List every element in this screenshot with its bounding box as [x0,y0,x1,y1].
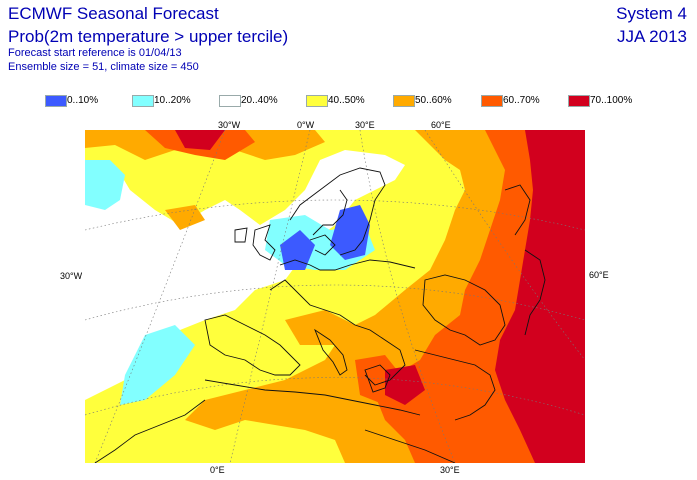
legend-swatch [568,95,590,107]
legend-label: 40..50% [328,95,365,106]
probability-legend: 0..10% 10..20% 20..40% 40..50% 50..60% 6… [0,95,697,111]
lon-label-top-30w: 30°W [218,120,241,130]
prob-region-orange [285,310,355,345]
lon-label-top-30e: 30°E [355,120,375,130]
season-label: JJA 2013 [617,27,687,46]
lon-label-bottom-30e: 30°E [440,465,460,475]
prob-region-cyan [85,160,125,210]
prob-region-dark-red [175,130,225,150]
prob-region-orange [165,205,205,230]
lon-label-top-0w: 0°W [297,120,315,130]
prob-region-blue [280,230,315,270]
legend-label: 20..40% [241,95,278,106]
forecast-map [85,130,585,463]
legend-label: 0..10% [67,95,99,106]
prob-region-cyan [120,325,195,405]
legend-swatch [132,95,154,107]
legend-swatch [306,95,328,107]
legend-swatch [45,95,67,107]
map-subtitle: Prob(2m temperature > upper tercile) [8,27,289,46]
legend-label: 70..100% [590,95,633,106]
graticule [85,130,585,463]
legend-swatch [219,95,241,107]
system-label: System 4 [616,4,687,23]
prob-region-blue [330,205,370,260]
lon-label-left-30w: 30°W [60,271,83,281]
ensemble-size: Ensemble size = 51, climate size = 450 [8,61,199,73]
legend-label: 10..20% [154,95,191,106]
coastlines [94,167,546,463]
legend-swatch [393,95,415,107]
lon-label-bottom-0e: 0°E [210,465,225,475]
lon-label-top-60e: 60°E [431,120,451,130]
legend-label: 50..60% [415,95,452,106]
legend-label: 60..70% [503,95,540,106]
map-title: ECMWF Seasonal Forecast [8,4,219,23]
forecast-start-reference: Forecast start reference is 01/04/13 [8,47,182,59]
prob-region-dark-red [495,130,585,463]
legend-swatch [481,95,503,107]
lon-label-right-60e: 60°E [589,270,609,280]
